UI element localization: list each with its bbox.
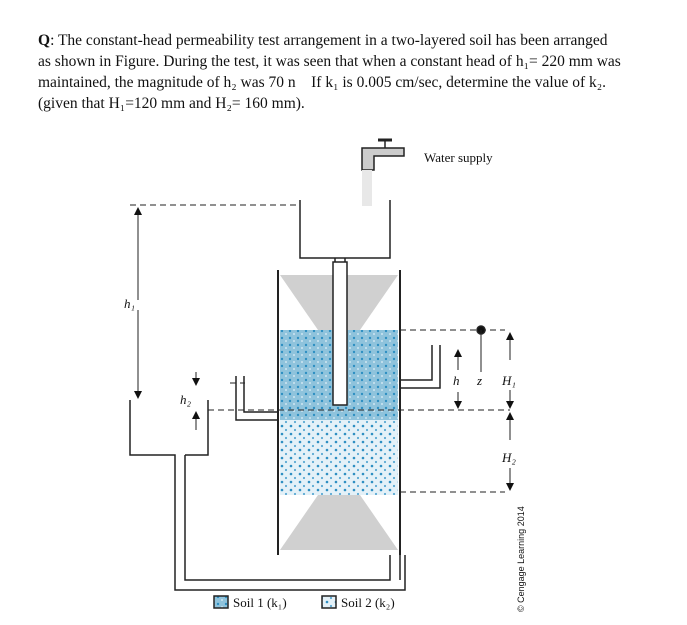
question-text: : The constant-head permeability test ar… [50,32,608,49]
h-label: h [453,373,460,388]
h1-label: h₁ [124,296,135,311]
water-supply-label: Water supply [424,150,493,165]
H1-label: H₁ [501,373,516,388]
question-label: Q [38,32,51,49]
question-line: maintained, the magnitude of h₂ was 70 n… [38,74,607,91]
z-label: z [476,373,482,388]
legend-soil1: Soil 1 (k₁) [233,595,287,610]
legend-soil2: Soil 2 (k₂) [341,595,395,610]
credit: © Cengage Learning 2014 [516,506,526,612]
question: Q: The constant-head permeability test a… [38,30,678,114]
h2-label: h₂ [180,392,192,407]
question-line: (given that H₁=120 mm and H₂= 160 mm). [38,95,305,112]
question-line: as shown in Figure. During the test, it … [38,53,621,70]
H2-label: H₂ [501,450,516,465]
question-line: Q: The constant-head permeability test a… [38,30,678,51]
apparatus [129,138,514,609]
